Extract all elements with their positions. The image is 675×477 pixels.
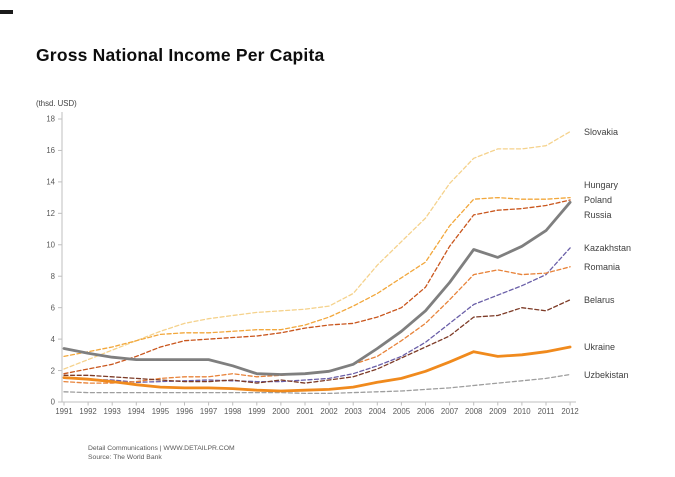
x-tick-label: 2009 — [489, 407, 506, 416]
legend-label-hungary: Hungary — [584, 180, 619, 191]
legend-label-russia: Russia — [584, 209, 612, 220]
x-tick-label: 1997 — [200, 407, 217, 416]
y-tick-label: 12 — [46, 209, 55, 218]
x-tick-label: 2007 — [441, 407, 458, 416]
series-line-poland — [63, 199, 571, 375]
legend-label-ukraine: Ukraine — [584, 342, 616, 352]
x-tick-label: 2003 — [345, 407, 362, 416]
footer-credit: Detail Communications | WWW.DETAILPR.COM — [88, 445, 235, 452]
series-line-hungary — [63, 196, 571, 358]
x-tick-label: 2012 — [561, 407, 578, 416]
x-tick-label: 2005 — [393, 407, 411, 416]
x-tick-label: 2006 — [417, 407, 434, 416]
y-tick-label: 8 — [51, 272, 55, 281]
x-tick-label: 1995 — [152, 407, 170, 416]
x-tick-label: 1994 — [128, 407, 146, 416]
legend-label-uzbekistan: Uzbekistan — [584, 369, 629, 380]
y-tick-label: 10 — [46, 240, 55, 249]
x-tick-label: 1991 — [55, 407, 72, 416]
y-tick-label: 14 — [46, 178, 55, 187]
x-tick-label: 1992 — [79, 407, 96, 416]
legend-label-belarus: Belarus — [584, 294, 615, 305]
x-tick-label: 2004 — [369, 407, 387, 416]
top-left-mark — [0, 10, 13, 14]
series-line-kazakhstan — [63, 247, 571, 383]
x-tick-label: 2008 — [465, 407, 482, 416]
x-tick-label: 2001 — [296, 407, 313, 416]
footer-source: Source: The World Bank — [88, 454, 162, 462]
y-tick-label: 18 — [46, 115, 55, 124]
x-tick-label: 1996 — [176, 407, 193, 416]
series-line-romania — [63, 266, 571, 384]
x-tick-label: 1993 — [104, 407, 121, 416]
legend-label-kazakhstan: Kazakhstan — [584, 242, 632, 253]
y-tick-label: 4 — [51, 335, 56, 344]
legend-label-poland: Poland — [584, 195, 613, 205]
series-line-slovakia — [63, 130, 571, 370]
y-tick-label: 0 — [51, 398, 56, 407]
footer: Detail Communications | WWW.DETAILPR.COM… — [88, 444, 235, 462]
x-tick-label: 1998 — [224, 407, 241, 416]
legend-label-romania: Romania — [584, 261, 621, 272]
legend-label-slovakia: Slovakia — [584, 126, 619, 137]
series-line-belarus — [63, 299, 571, 384]
series-line-ukraine — [62, 345, 572, 393]
x-tick-label: 1999 — [248, 407, 265, 416]
x-tick-label: 2000 — [272, 407, 290, 416]
x-tick-label: 2010 — [513, 407, 531, 416]
x-tick-label: 2011 — [538, 407, 555, 416]
y-tick-label: 6 — [51, 303, 55, 312]
series-line-russia — [62, 200, 572, 376]
y-tick-label: 2 — [51, 366, 55, 375]
y-axis-unit-label: (thsd. USD) — [36, 99, 77, 108]
legend: Slovakia Hungary Poland Russia Kazakhstan Rom… — [584, 0, 674, 477]
page-title: Gross National Income Per Capita — [36, 45, 325, 65]
x-tick-label: 2002 — [320, 407, 337, 416]
series-line-uzbekistan — [63, 373, 571, 395]
y-tick-label: 16 — [46, 146, 55, 155]
